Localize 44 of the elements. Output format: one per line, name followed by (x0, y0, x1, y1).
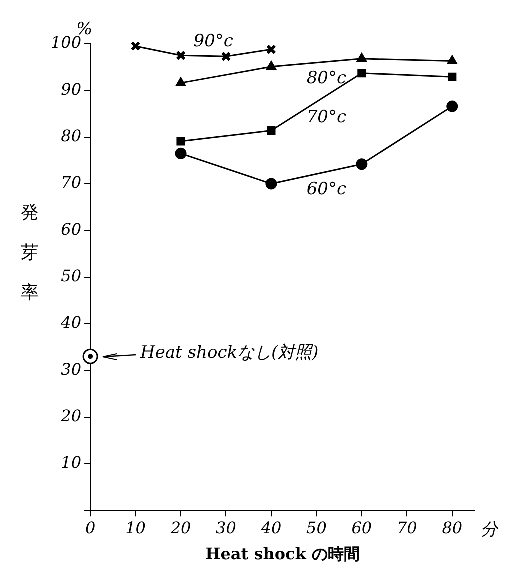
point (356, 53, 368, 62)
x-tick-label: 80 (442, 518, 463, 538)
y-tick-label: 30 (61, 360, 82, 379)
x-tick-label: 50 (306, 518, 327, 538)
x-tick-label: 0 (85, 518, 96, 538)
y-tick-label: 60 (61, 220, 82, 239)
point (266, 61, 277, 70)
x-tick-label: 20 (170, 518, 192, 538)
point (446, 100, 458, 112)
point (266, 44, 276, 55)
series-label: 70°c (306, 108, 347, 128)
y-tick-label: 10 (61, 453, 82, 472)
point (175, 148, 187, 160)
point (176, 137, 186, 146)
x-tick-label: 60 (352, 518, 372, 538)
x-tick-label: 30 (216, 518, 236, 538)
y-tick-label: 20 (60, 406, 82, 426)
point (176, 77, 186, 86)
point (447, 56, 458, 65)
point (221, 52, 232, 62)
point (82, 348, 98, 364)
x-tick-label: 40 (260, 518, 282, 538)
point (266, 178, 278, 190)
y-tick-label: 40 (60, 313, 82, 332)
y-axis-title: 発芽率 (21, 202, 39, 304)
x-tick-label: 10 (126, 518, 146, 538)
point (358, 69, 366, 78)
text: 分 (481, 520, 500, 540)
point (356, 158, 368, 170)
y-tick-label: 80 (61, 126, 82, 146)
series-label: 60°c (306, 180, 347, 200)
series-label: 90°c (194, 32, 234, 52)
series-label: 80°c (306, 68, 347, 88)
point (448, 72, 457, 82)
y-tick-label: 70 (61, 173, 82, 192)
x-tick-label: 70 (396, 518, 418, 538)
point (176, 50, 186, 61)
y-tick-label: 100 (50, 33, 82, 52)
point (267, 126, 276, 136)
x-axis-title: Heat shock の時間 (206, 544, 360, 564)
y-tick-label: 90 (61, 80, 82, 99)
y-tick-label: 50 (61, 266, 82, 286)
annotation: Heat shockなし(対照) (140, 343, 319, 364)
point (130, 41, 141, 52)
